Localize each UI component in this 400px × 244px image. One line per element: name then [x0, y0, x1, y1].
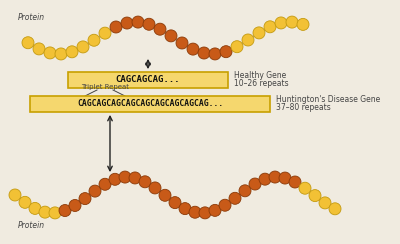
Circle shape [39, 206, 51, 218]
Text: 37–80 repeats: 37–80 repeats [276, 102, 331, 112]
Circle shape [269, 171, 281, 183]
Circle shape [198, 47, 210, 59]
Circle shape [279, 172, 291, 184]
Circle shape [176, 37, 188, 49]
Circle shape [149, 182, 161, 194]
Text: CAGCAGCAG...: CAGCAGCAG... [116, 75, 180, 84]
Circle shape [159, 189, 171, 201]
Circle shape [229, 192, 241, 204]
Circle shape [220, 46, 232, 58]
Text: Triplet Repeat: Triplet Repeat [81, 84, 129, 90]
Circle shape [99, 178, 111, 190]
Circle shape [55, 48, 67, 60]
Text: Protein: Protein [18, 221, 45, 230]
Circle shape [219, 199, 231, 211]
Circle shape [253, 27, 265, 39]
Circle shape [88, 34, 100, 46]
Circle shape [231, 41, 243, 53]
Circle shape [259, 173, 271, 185]
Circle shape [289, 176, 301, 188]
Circle shape [189, 206, 201, 218]
Circle shape [129, 172, 141, 184]
Circle shape [139, 176, 151, 188]
Circle shape [209, 204, 221, 216]
Circle shape [132, 16, 144, 28]
Circle shape [165, 30, 177, 42]
Circle shape [119, 171, 131, 183]
Circle shape [329, 203, 341, 215]
Text: Protein: Protein [18, 13, 45, 22]
Text: Healthy Gene: Healthy Gene [234, 71, 286, 81]
Circle shape [209, 48, 221, 60]
Circle shape [19, 196, 31, 208]
Circle shape [79, 193, 91, 205]
Circle shape [89, 185, 101, 197]
FancyBboxPatch shape [68, 72, 228, 88]
Circle shape [29, 203, 41, 214]
Circle shape [121, 17, 133, 29]
Circle shape [319, 197, 331, 209]
Circle shape [242, 34, 254, 46]
Circle shape [22, 37, 34, 49]
Circle shape [309, 190, 321, 202]
Circle shape [249, 178, 261, 190]
Circle shape [299, 182, 311, 194]
Circle shape [297, 18, 309, 30]
Circle shape [154, 23, 166, 35]
Circle shape [99, 27, 111, 39]
Text: Huntington's Disease Gene: Huntington's Disease Gene [276, 95, 380, 104]
Circle shape [66, 46, 78, 58]
Circle shape [49, 207, 61, 219]
Circle shape [143, 18, 155, 30]
Text: CAGCAGCAGCAGCAGCAGCAGCAGCAG...: CAGCAGCAGCAGCAGCAGCAGCAGCAG... [77, 100, 223, 109]
Circle shape [239, 185, 251, 197]
Circle shape [275, 17, 287, 29]
Circle shape [33, 43, 45, 55]
Text: 10–26 repeats: 10–26 repeats [234, 79, 289, 88]
Circle shape [264, 21, 276, 33]
Circle shape [9, 189, 21, 201]
Circle shape [110, 21, 122, 33]
Circle shape [187, 43, 199, 55]
Circle shape [286, 16, 298, 28]
Circle shape [69, 200, 81, 212]
FancyBboxPatch shape [30, 96, 270, 112]
Circle shape [169, 197, 181, 209]
Circle shape [109, 173, 121, 185]
Circle shape [179, 203, 191, 215]
Circle shape [77, 41, 89, 53]
Circle shape [59, 204, 71, 216]
Circle shape [199, 207, 211, 219]
Circle shape [44, 47, 56, 59]
